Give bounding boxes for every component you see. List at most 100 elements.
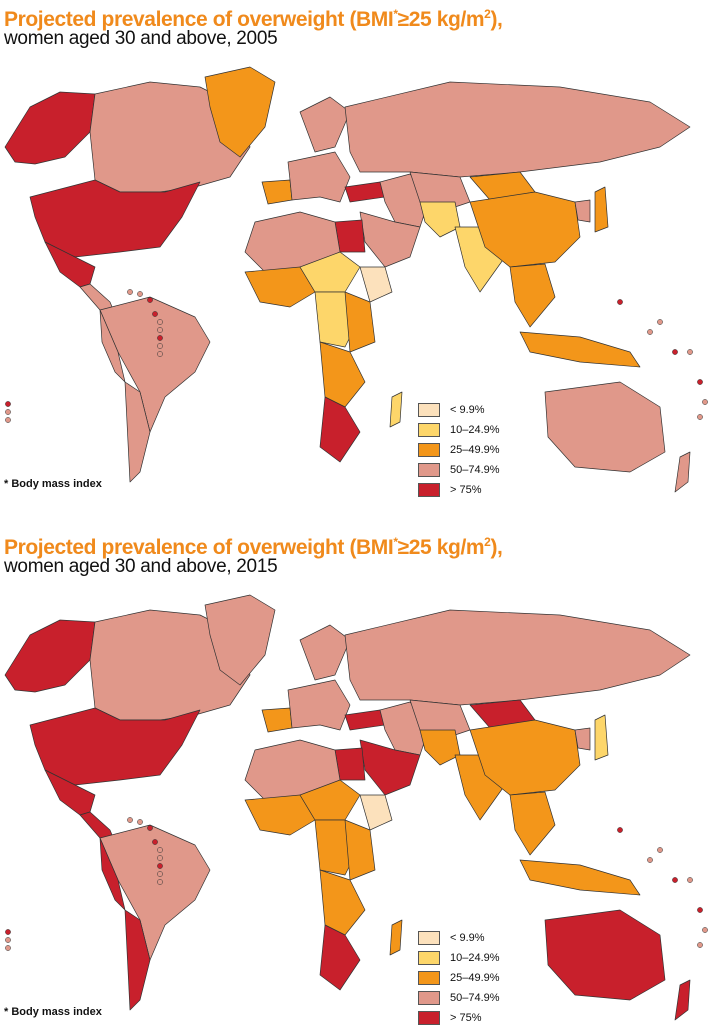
region-saudi: [359, 739, 421, 796]
island-marker: [157, 343, 163, 349]
map-panel-2005: Projected prevalence of overweight (BMI*…: [0, 0, 710, 505]
legend-label: 10–24.9%: [450, 952, 500, 964]
region-madagascar: [389, 391, 403, 428]
legend-swatch: [418, 951, 440, 965]
map-legend: < 9.9% 10–24.9% 25–49.9% 50–74.9% > 75%: [418, 400, 500, 500]
island-marker: [647, 329, 653, 335]
legend-label: 25–49.9%: [450, 972, 500, 984]
legend-swatch: [418, 463, 440, 477]
region-afghanistan-pakistan: [419, 201, 461, 238]
island-marker: [702, 399, 708, 405]
island-marker: [647, 857, 653, 863]
island-marker: [617, 299, 623, 305]
region-europe-west: [287, 151, 351, 203]
island-marker: [127, 289, 133, 295]
panel-title: Projected prevalence of overweight (BMI*…: [4, 535, 503, 559]
island-marker: [687, 349, 693, 355]
world-map: [4, 594, 708, 1021]
region-australia: [544, 381, 666, 473]
region-scandinavia: [299, 96, 351, 153]
region-japan: [594, 714, 609, 761]
island-marker: [697, 414, 703, 420]
island-marker: [157, 335, 163, 341]
panel-subtitle: women aged 30 and above, 2015: [4, 556, 278, 577]
region-korea: [574, 727, 591, 751]
island-marker: [157, 879, 163, 885]
footnote: * Body mass index: [4, 478, 102, 490]
region-afghanistan-pakistan: [419, 729, 461, 766]
island-marker: [5, 945, 11, 951]
region-alaska: [4, 619, 96, 693]
region-greenland: [204, 594, 276, 686]
region-andes: [99, 309, 126, 383]
island-marker: [5, 401, 11, 407]
legend-item: > 75%: [418, 1008, 500, 1028]
island-marker: [147, 825, 153, 831]
region-ethiopia: [359, 794, 393, 831]
region-south-america: [99, 296, 211, 433]
region-alaska: [4, 91, 96, 165]
legend-item: > 75%: [418, 480, 500, 500]
legend-label: < 9.9%: [450, 404, 485, 416]
region-south-africa: [319, 396, 361, 463]
island-marker: [687, 877, 693, 883]
legend-item: < 9.9%: [418, 928, 500, 948]
region-south-america: [99, 824, 211, 961]
region-usa: [29, 179, 201, 258]
region-greenland: [204, 66, 276, 158]
panel-subtitle: women aged 30 and above, 2005: [4, 28, 278, 49]
region-turkey: [344, 709, 386, 731]
region-indonesia: [519, 331, 641, 368]
island-marker: [672, 349, 678, 355]
island-marker: [157, 327, 163, 333]
island-marker: [5, 409, 11, 415]
region-southern-africa: [319, 869, 366, 936]
island-marker: [152, 311, 158, 317]
legend-swatch: [418, 423, 440, 437]
region-russia: [344, 609, 691, 706]
island-marker: [157, 847, 163, 853]
legend-label: 25–49.9%: [450, 444, 500, 456]
legend-item: 10–24.9%: [418, 420, 500, 440]
island-marker: [5, 929, 11, 935]
region-canada: [89, 81, 251, 193]
region-se-asia: [509, 263, 556, 328]
region-europe-west: [287, 679, 351, 731]
region-southern-africa: [319, 341, 366, 408]
island-marker: [697, 907, 703, 913]
region-east-africa: [344, 819, 376, 881]
footnote: * Body mass index: [4, 1006, 102, 1018]
region-madagascar: [389, 919, 403, 956]
map-panel-2015: Projected prevalence of overweight (BMI*…: [0, 528, 710, 1033]
region-iberia: [261, 707, 293, 733]
island-marker: [672, 877, 678, 883]
island-marker: [617, 827, 623, 833]
island-marker: [697, 379, 703, 385]
region-saudi: [359, 211, 421, 268]
panel-title: Projected prevalence of overweight (BMI*…: [4, 7, 503, 31]
island-marker: [657, 319, 663, 325]
region-sahel: [299, 779, 361, 821]
legend-item: 50–74.9%: [418, 460, 500, 480]
region-new-zealand: [674, 979, 691, 1021]
region-china: [469, 719, 581, 796]
region-new-zealand: [674, 451, 691, 493]
region-west-africa: [244, 266, 316, 308]
legend-label: 50–74.9%: [450, 464, 500, 476]
island-marker: [5, 937, 11, 943]
region-china: [469, 191, 581, 268]
island-marker: [5, 417, 11, 423]
island-marker: [137, 291, 143, 297]
region-scandinavia: [299, 624, 351, 681]
island-marker: [137, 819, 143, 825]
region-se-asia: [509, 791, 556, 856]
region-australia: [544, 909, 666, 1001]
region-west-africa: [244, 794, 316, 836]
legend-swatch: [418, 931, 440, 945]
legend-swatch: [418, 403, 440, 417]
legend-item: 25–49.9%: [418, 440, 500, 460]
legend-label: > 75%: [450, 1012, 482, 1024]
region-chile-argentina: [124, 381, 151, 483]
region-indonesia: [519, 859, 641, 896]
legend-item: < 9.9%: [418, 400, 500, 420]
